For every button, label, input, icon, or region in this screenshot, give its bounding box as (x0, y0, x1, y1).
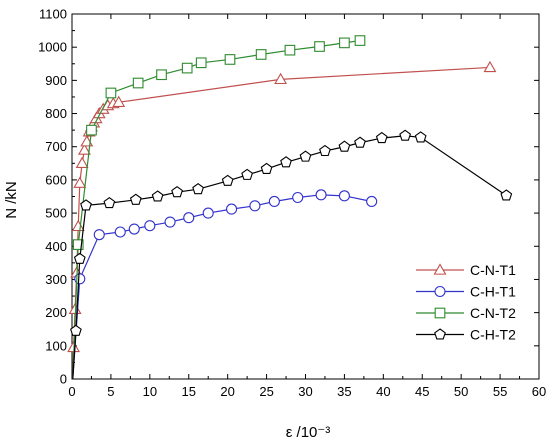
data-point-c-h-t2 (73, 252, 86, 264)
y-tick-label: 600 (45, 172, 67, 187)
series-line-c-h-t1 (72, 194, 372, 380)
y-axis-title: N /kN (3, 181, 20, 219)
data-point-c-h-t2 (221, 174, 234, 186)
series-line-c-n-t1 (72, 66, 491, 380)
data-point-c-h-t1 (128, 223, 140, 235)
data-point-c-h-t1 (144, 220, 156, 232)
data-point-c-h-t2 (70, 324, 82, 336)
data-point-c-n-t1 (73, 176, 87, 188)
y-tick-label: 700 (45, 139, 67, 154)
series-c-n-t1 (67, 60, 497, 380)
data-point-c-n-t2 (354, 35, 366, 46)
data-point-c-h-t2 (354, 136, 366, 148)
data-point-c-h-t1 (249, 200, 261, 212)
data-point-c-h-t2 (80, 199, 92, 211)
y-tick-label: 0 (60, 372, 67, 387)
legend: C-N-T1 C-H-T1 C-N-T2 C-H-T2 (416, 262, 516, 343)
legend-label: C-H-T2 (470, 327, 516, 343)
legend-marker (434, 328, 446, 340)
data-point-c-h-t1 (292, 191, 304, 204)
data-point-c-h-t2 (241, 168, 254, 180)
data-point-c-h-t1 (202, 207, 214, 219)
legend-label: C-N-T2 (470, 305, 516, 321)
x-tick-label: 30 (298, 384, 312, 399)
x-tick-label: 45 (415, 384, 429, 399)
y-tick-label: 800 (45, 106, 67, 121)
legend-label: C-N-T1 (470, 262, 516, 278)
data-point-c-h-t2 (171, 186, 183, 198)
data-point-c-h-t1 (338, 190, 350, 202)
y-tick-label: 400 (45, 239, 67, 254)
x-tick-label: 35 (337, 384, 351, 399)
y-tick-label: 300 (45, 272, 67, 287)
series-c-n-t2 (72, 35, 366, 380)
data-point-c-h-t2 (319, 144, 331, 157)
y-tick-label: 900 (45, 73, 67, 88)
x-tick-label: 20 (220, 384, 234, 399)
x-tick-label: 10 (143, 384, 157, 399)
x-tick-label: 0 (68, 384, 75, 399)
x-tick-label: 15 (182, 384, 196, 399)
data-point-c-n-t2 (224, 54, 236, 65)
data-point-c-h-t1 (366, 195, 378, 208)
data-point-c-n-t1 (71, 219, 85, 232)
data-point-c-h-t2 (414, 131, 427, 143)
data-point-c-h-t2 (192, 183, 204, 195)
x-tick-label: 50 (454, 384, 468, 399)
x-tick-label: 25 (259, 384, 273, 399)
data-point-c-h-t1 (114, 226, 126, 238)
y-tick-label: 100 (45, 338, 67, 353)
data-point-c-h-t1 (226, 203, 238, 215)
data-point-c-h-t2 (500, 189, 513, 201)
legend-marker (433, 263, 447, 275)
data-point-c-h-t1 (183, 212, 195, 224)
series-line-c-h-t2 (72, 135, 507, 380)
data-point-c-h-t1 (315, 189, 327, 201)
data-point-c-h-t2 (151, 190, 164, 202)
series-c-h-t1 (72, 189, 378, 380)
data-point-c-h-t1 (164, 216, 176, 228)
data-point-c-n-t2 (195, 57, 207, 69)
data-point-c-h-t2 (399, 129, 412, 141)
data-point-c-n-t2 (86, 124, 97, 136)
data-point-c-h-t2 (129, 193, 142, 205)
data-point-c-n-t1 (112, 95, 126, 107)
data-point-c-n-t1 (78, 143, 91, 155)
data-point-c-h-t2 (299, 150, 312, 162)
data-point-c-n-t2 (72, 239, 84, 250)
data-point-c-n-t2 (314, 41, 325, 52)
y-tick-label: 500 (45, 206, 67, 221)
legend-marker (434, 307, 446, 319)
data-point-c-h-t2 (260, 162, 273, 174)
x-tick-label: 40 (376, 384, 390, 399)
data-point-c-n-t1 (75, 156, 89, 168)
data-point-c-h-t2 (338, 140, 351, 152)
data-point-c-n-t2 (284, 44, 296, 56)
data-point-c-n-t1 (274, 72, 288, 85)
legend-marker (434, 285, 446, 298)
x-axis-title: ε /10⁻³ (286, 424, 331, 441)
data-point-c-n-t2 (339, 37, 350, 49)
data-point-c-n-t2 (132, 77, 144, 89)
y-tick-label: 1100 (39, 7, 67, 22)
data-point-c-h-t2 (375, 131, 388, 144)
data-point-c-h-t2 (280, 156, 292, 168)
legend-label: C-H-T1 (470, 284, 516, 300)
data-point-c-h-t2 (103, 196, 116, 209)
data-point-c-h-t1 (268, 195, 280, 208)
data-point-c-n-t2 (105, 87, 117, 99)
data-point-c-n-t2 (255, 49, 267, 60)
x-tick-label: 55 (493, 384, 507, 399)
data-point-c-n-t2 (181, 62, 193, 74)
y-tick-label: 200 (45, 305, 67, 320)
data-point-c-n-t1 (483, 60, 497, 73)
data-point-c-n-t2 (156, 69, 167, 81)
x-tick-label: 60 (532, 384, 546, 399)
data-point-c-h-t1 (93, 229, 105, 241)
y-tick-label: 1000 (38, 40, 67, 55)
series-c-h-t2 (70, 129, 513, 380)
x-tick-label: 5 (107, 384, 114, 399)
